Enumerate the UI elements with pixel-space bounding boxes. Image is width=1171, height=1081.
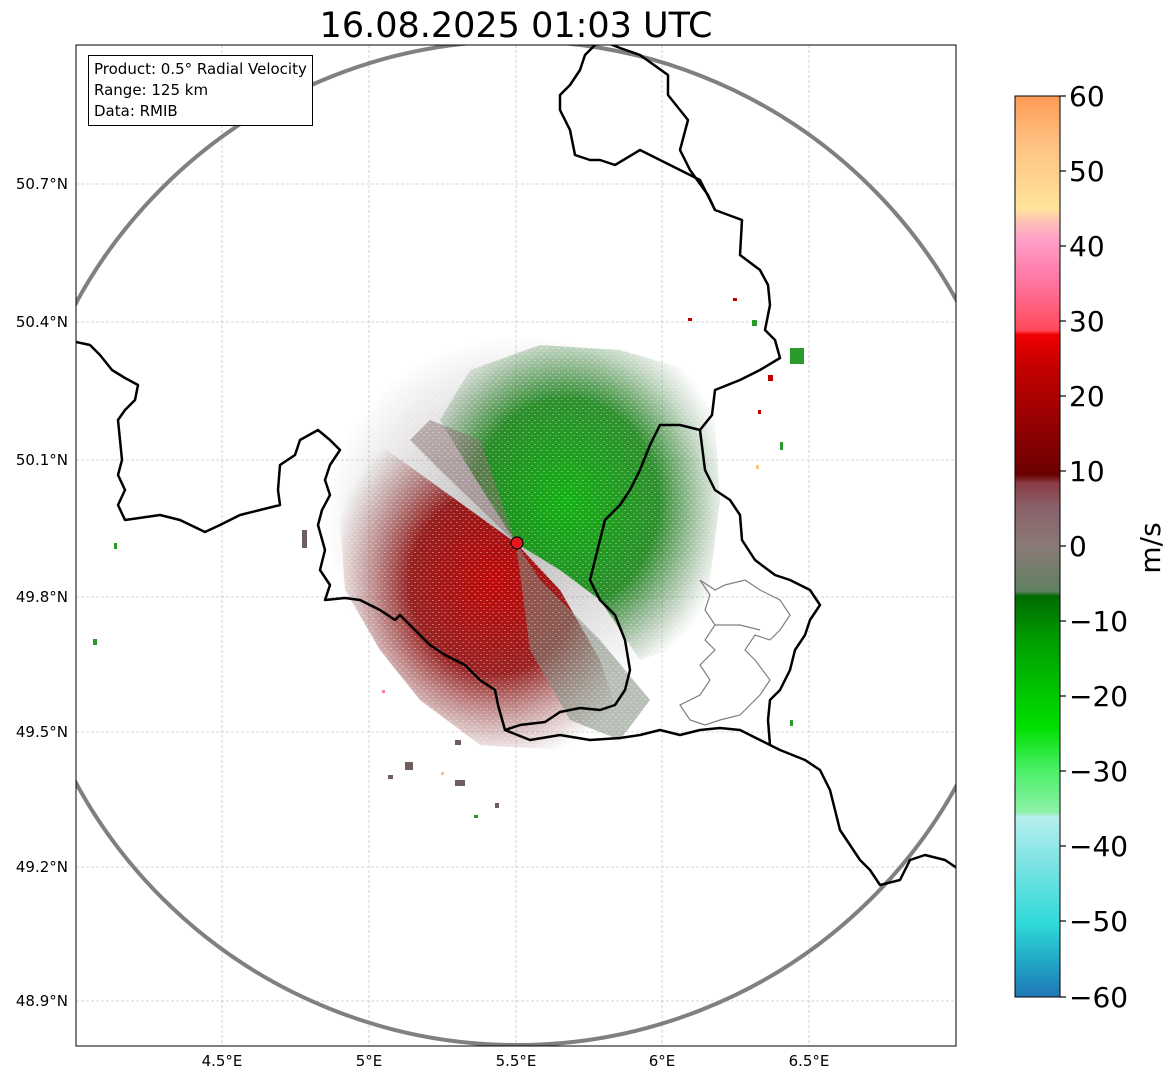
lat-tick-label: 49.2°N <box>16 858 68 876</box>
plot-frame <box>75 44 957 1047</box>
colorbar-tick-label: 0 <box>1069 530 1087 563</box>
product-line: Product: 0.5° Radial Velocity <box>94 60 307 78</box>
colorbar-tick-label: 40 <box>1069 230 1105 263</box>
colorbar-tick-label: 60 <box>1069 80 1105 113</box>
country-borders <box>76 45 956 887</box>
velocity-field <box>93 298 804 818</box>
colorbar-tick-label: 10 <box>1069 455 1105 488</box>
colorbar-tick-label: −10 <box>1069 605 1128 638</box>
colorbar-tick-label: −20 <box>1069 680 1128 713</box>
lat-tick-label: 50.7°N <box>16 175 68 193</box>
lon-tick-label: 5°E <box>356 1052 383 1070</box>
lon-tick-label: 6°E <box>649 1052 676 1070</box>
colorbar: 60 50 40 30 20 10 0 −10 −20 −30 −40 −50 … <box>1014 80 1167 1014</box>
colorbar-gradient <box>1015 96 1060 997</box>
range-ring <box>76 45 956 1046</box>
lat-tick-label: 49.8°N <box>16 588 68 606</box>
region-borders <box>679 579 791 726</box>
colorbar-tick-label: −40 <box>1069 830 1128 863</box>
lat-tick-label: 49.5°N <box>16 723 68 741</box>
colorbar-tick-label: 50 <box>1069 155 1105 188</box>
radar-site-marker <box>510 536 524 550</box>
chart-title: 16.08.2025 01:03 UTC <box>319 6 713 46</box>
data-source-line: Data: RMIB <box>94 102 178 120</box>
lat-tick-label: 50.4°N <box>16 313 68 331</box>
product-info-box: Product: 0.5° Radial Velocity Range: 125… <box>88 55 313 126</box>
lat-axis: 50.7°N 50.4°N 50.1°N 49.8°N 49.5°N 49.2°… <box>16 175 68 1010</box>
range-line: Range: 125 km <box>94 81 209 99</box>
lon-tick-label: 6.5°E <box>789 1052 830 1070</box>
colorbar-tick-label: 20 <box>1069 380 1105 413</box>
colorbar-tick-label: −60 <box>1069 981 1128 1014</box>
colorbar-unit-label: m/s <box>1134 522 1167 573</box>
colorbar-tick-label: −30 <box>1069 755 1128 788</box>
colorbar-tick-label: 30 <box>1069 305 1105 338</box>
colorbar-tick-label: −50 <box>1069 905 1128 938</box>
lat-tick-label: 48.9°N <box>16 992 68 1010</box>
lon-tick-label: 5.5°E <box>496 1052 537 1070</box>
lon-tick-label: 4.5°E <box>202 1052 243 1070</box>
lon-axis: 4.5°E 5°E 5.5°E 6°E 6.5°E <box>202 1052 830 1070</box>
lat-tick-label: 50.1°N <box>16 451 68 469</box>
